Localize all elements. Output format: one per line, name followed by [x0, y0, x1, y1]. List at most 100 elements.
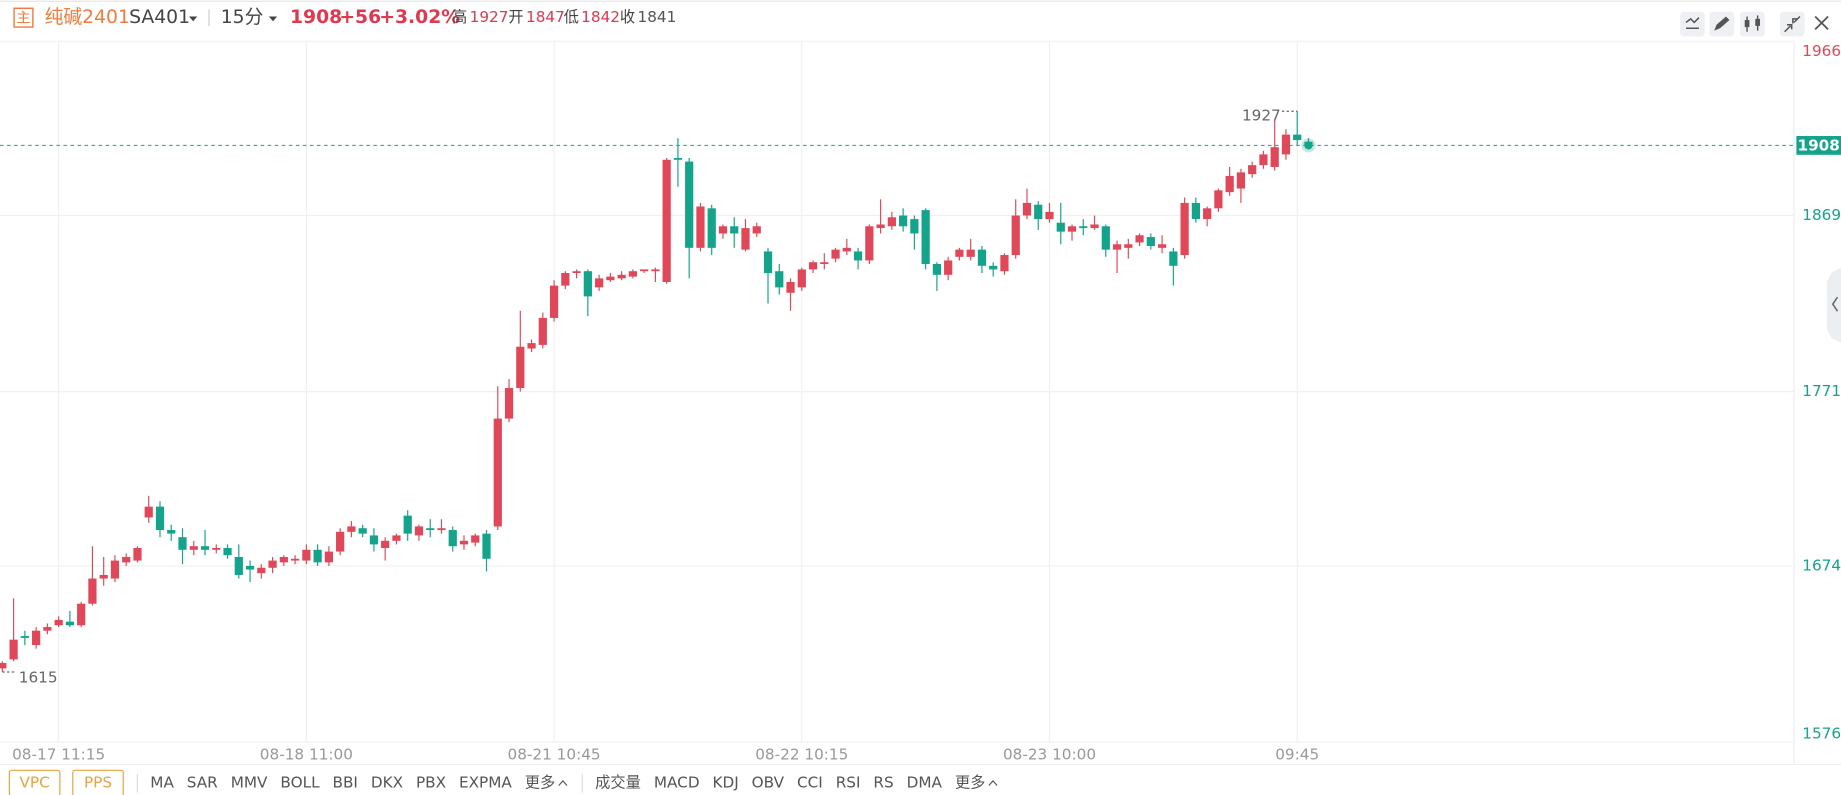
- candle-body: [504, 388, 514, 419]
- candle-body: [110, 560, 120, 579]
- candle-body: [290, 558, 300, 561]
- candle-body: [122, 556, 131, 563]
- candle-body: [1112, 244, 1122, 250]
- last-price-box: [1796, 136, 1841, 155]
- candle-body: [43, 627, 52, 631]
- indicator[interactable]: BBI: [332, 774, 357, 792]
- candle-body: [617, 274, 626, 279]
- candle-style-button[interactable]: [1740, 11, 1765, 37]
- candle-body: [921, 210, 930, 265]
- indicator[interactable]: MA: [150, 774, 174, 792]
- open-label: 开: [508, 8, 523, 26]
- candle-body: [797, 269, 806, 288]
- x-tick-label: 08-21 10:45: [508, 746, 601, 764]
- icon: [1831, 296, 1839, 312]
- tool-label[interactable]: VPC: [19, 774, 49, 792]
- candle-body: [1079, 226, 1088, 229]
- candle-body: [336, 531, 345, 552]
- candle-body: [730, 226, 739, 234]
- candle-body: [1203, 208, 1212, 220]
- indicator[interactable]: RS: [873, 774, 893, 792]
- candle-body: [763, 251, 773, 274]
- indicator[interactable]: KDJ: [712, 774, 738, 792]
- tool-label[interactable]: PPS: [84, 774, 112, 792]
- candle-body: [1045, 211, 1054, 220]
- candle-body: [482, 533, 491, 559]
- candle-body: [347, 526, 356, 532]
- candle-body: [1281, 134, 1291, 155]
- candle-body: [966, 249, 975, 257]
- icon: [1744, 20, 1750, 28]
- candle-body: [549, 285, 559, 318]
- candle-body: [1056, 222, 1065, 232]
- candle-body: [77, 603, 86, 626]
- candle-body: [245, 565, 255, 570]
- change: +56: [339, 7, 381, 28]
- candle-body: [516, 346, 525, 389]
- x-tick-label: 08-17 11:15: [12, 746, 105, 764]
- candle-body: [696, 206, 705, 248]
- last-price: 1908: [290, 7, 342, 28]
- candle-body: [887, 217, 896, 227]
- indicator[interactable]: DKX: [371, 774, 403, 792]
- candle-body: [842, 247, 851, 252]
- candle-body: [268, 560, 277, 568]
- candle-body: [358, 528, 367, 534]
- x-tick-label: 09:45: [1275, 746, 1319, 764]
- indicator[interactable]: DMA: [907, 774, 943, 792]
- indicator-button[interactable]: [1680, 11, 1705, 37]
- candle-body: [662, 159, 671, 282]
- candle-body: [200, 546, 210, 550]
- candle-body: [178, 537, 187, 550]
- candle-body: [595, 278, 604, 288]
- candle-body: [808, 262, 818, 270]
- candle-body: [899, 215, 908, 227]
- candle-body: [718, 226, 728, 234]
- close-button[interactable]: [1814, 15, 1829, 31]
- y-tick-label: 1869: [1802, 206, 1841, 224]
- candle-body: [392, 535, 401, 541]
- y-tick-label: 1771: [1802, 382, 1841, 400]
- dropdown-caret[interactable]: [268, 16, 278, 22]
- candle-body: [640, 269, 649, 272]
- candle-body: [167, 530, 176, 534]
- candle-body: [1169, 251, 1178, 266]
- candle-body: [403, 515, 412, 534]
- indicator[interactable]: EXPMA: [459, 774, 512, 792]
- dropdown-caret[interactable]: [189, 16, 198, 22]
- symbol-name[interactable]: 纯碱2401: [45, 6, 130, 28]
- candle-body: [707, 208, 716, 248]
- indicator[interactable]: BOLL: [280, 774, 320, 792]
- candle-body: [1101, 226, 1110, 250]
- candle-body: [527, 343, 536, 349]
- candle-body: [437, 528, 446, 531]
- low-marker: 1615: [19, 668, 58, 686]
- indicator[interactable]: MMV: [231, 774, 268, 792]
- indicator[interactable]: MACD: [654, 774, 700, 792]
- indicator[interactable]: 成交量: [595, 774, 641, 792]
- candle-body: [324, 551, 333, 563]
- more-caret[interactable]: [558, 779, 568, 786]
- x-tick-label: 08-23 10:00: [1003, 746, 1096, 764]
- candle-body: [538, 317, 547, 345]
- x-tick-label: 08-22 10:15: [755, 746, 848, 764]
- tool-button[interactable]: [72, 769, 124, 795]
- tool-button[interactable]: [8, 769, 61, 795]
- indicator[interactable]: 更多: [955, 774, 986, 792]
- symbol-code[interactable]: SA401: [129, 7, 190, 28]
- more-caret[interactable]: [988, 779, 998, 786]
- indicator[interactable]: 更多: [525, 774, 556, 792]
- indicator[interactable]: SAR: [187, 774, 218, 792]
- indicator[interactable]: PBX: [416, 774, 446, 792]
- indicator[interactable]: RSI: [836, 774, 861, 792]
- toolbar: VPC PPS MA SAR MMV BOLL BBI DKX PBX EXPMA 更多 成交量 MAC…: [8, 769, 998, 795]
- indicator[interactable]: CCI: [797, 774, 823, 792]
- high-marker: 1927: [1242, 106, 1281, 124]
- candle-body: [313, 549, 322, 563]
- candle-body: [786, 281, 795, 293]
- candle-body: [561, 273, 570, 286]
- period[interactable]: 15分: [221, 6, 264, 28]
- indicator[interactable]: OBV: [752, 774, 785, 792]
